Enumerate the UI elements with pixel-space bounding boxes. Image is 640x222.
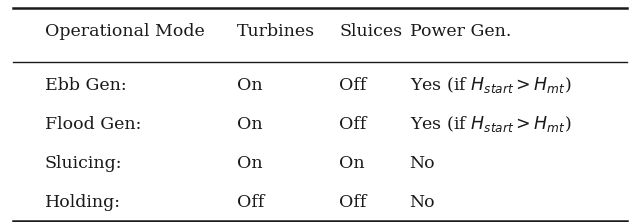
Text: Off: Off: [237, 194, 264, 210]
Text: Operational Mode: Operational Mode: [45, 23, 205, 40]
Text: On: On: [237, 77, 262, 94]
Text: Yes (if $H_{start} > H_{mt}$): Yes (if $H_{start} > H_{mt}$): [410, 75, 571, 95]
Text: Flood Gen:: Flood Gen:: [45, 116, 141, 133]
Text: Off: Off: [339, 194, 367, 210]
Text: Off: Off: [339, 77, 367, 94]
Text: On: On: [237, 155, 262, 172]
Text: Turbines: Turbines: [237, 23, 315, 40]
Text: On: On: [237, 116, 262, 133]
Text: Holding:: Holding:: [45, 194, 121, 210]
Text: Power Gen.: Power Gen.: [410, 23, 511, 40]
Text: No: No: [410, 194, 435, 210]
Text: Sluicing:: Sluicing:: [45, 155, 122, 172]
Text: Sluices: Sluices: [339, 23, 403, 40]
Text: Ebb Gen:: Ebb Gen:: [45, 77, 127, 94]
Text: On: On: [339, 155, 365, 172]
Text: Off: Off: [339, 116, 367, 133]
Text: Yes (if $H_{start} > H_{mt}$): Yes (if $H_{start} > H_{mt}$): [410, 114, 571, 134]
Text: No: No: [410, 155, 435, 172]
